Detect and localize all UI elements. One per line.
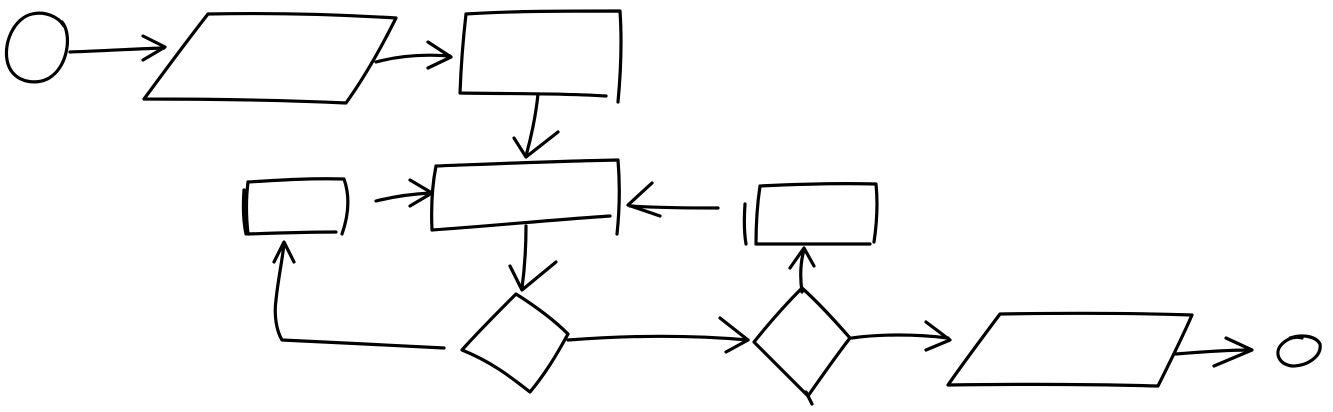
node-output xyxy=(946,311,1194,388)
edge-process-right-to-process-2 xyxy=(628,204,720,210)
arrowhead-output-to-end xyxy=(1212,336,1254,368)
arrowhead-decision-2-to-output xyxy=(924,320,952,352)
arrowhead-start-to-input xyxy=(141,34,167,62)
node-input xyxy=(142,12,398,105)
edge-decision-2-to-output xyxy=(850,333,950,340)
arrowhead-decision-1-to-process-left xyxy=(272,240,296,264)
arrowhead-input-to-process-1 xyxy=(426,40,453,70)
node-process-2 xyxy=(430,158,621,236)
arrowhead-process-2-to-decision-1 xyxy=(508,260,558,292)
arrowhead-process-left-to-process-2 xyxy=(408,178,434,208)
edge-decision-1-to-process-left xyxy=(273,242,446,350)
edge-output-to-end xyxy=(1174,348,1252,356)
edge-start-to-input xyxy=(68,46,166,54)
edge-decision-2-to-process-right xyxy=(799,248,806,294)
node-process-left xyxy=(241,177,350,236)
edge-process-left-to-process-2 xyxy=(374,191,432,203)
arrowhead-decision-2-to-process-right xyxy=(788,246,816,270)
node-decision-1 xyxy=(460,292,570,394)
arrowhead-process-right-to-process-2 xyxy=(626,181,662,218)
edge-input-to-process-1 xyxy=(374,53,452,64)
node-end xyxy=(1276,334,1322,368)
edge-process-1-to-process-2 xyxy=(524,92,540,158)
arrowhead-process-1-to-process-2 xyxy=(512,130,560,159)
node-process-right xyxy=(742,182,879,246)
arrowhead-decision-1-to-decision-2 xyxy=(718,316,750,354)
node-decision-2 xyxy=(752,286,852,406)
edge-process-2-to-decision-1 xyxy=(520,224,528,290)
node-process-1 xyxy=(458,9,623,104)
edge-decision-1-to-decision-2 xyxy=(566,334,750,342)
node-start xyxy=(4,11,70,84)
